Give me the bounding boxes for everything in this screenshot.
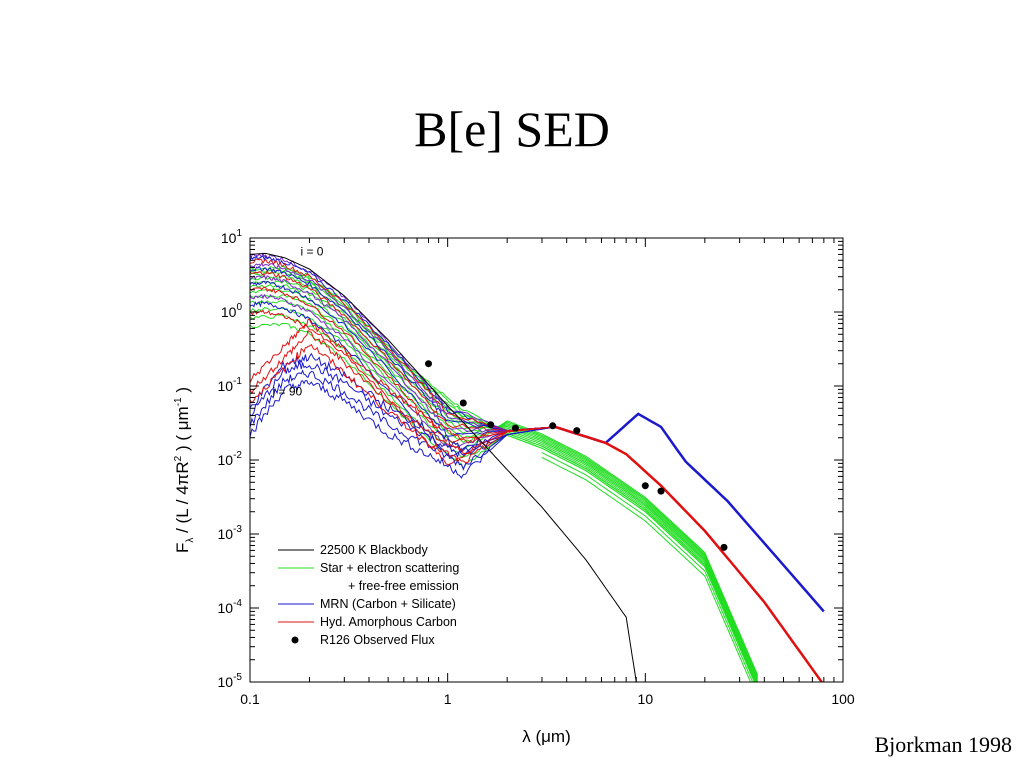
x-tick-label: 0.1 bbox=[240, 691, 260, 707]
slide-title: B[e] SED bbox=[414, 101, 610, 157]
axis-titles: λ (μm) Fλ / (L / 4πR2 ) ( μm-1 ) bbox=[173, 387, 571, 746]
model-curve-green bbox=[250, 299, 759, 677]
model-curve-green bbox=[250, 288, 759, 680]
annotation-label: i = 90 bbox=[273, 385, 303, 399]
series-green-ir bbox=[541, 452, 754, 682]
model-curve-hac bbox=[250, 329, 556, 455]
annotation-label: i = 0 bbox=[300, 245, 323, 259]
credit-text: Bjorkman 1998 bbox=[874, 732, 1013, 757]
model-curve-mrn bbox=[250, 380, 556, 479]
series-layer bbox=[250, 252, 825, 682]
x-tick-label: 1 bbox=[444, 691, 452, 707]
legend-label: MRN (Carbon + Silicate) bbox=[320, 597, 456, 611]
model-curve-mrn bbox=[250, 352, 556, 453]
y-tick-label: 10-3 bbox=[218, 524, 243, 542]
y-tick-label: 10-1 bbox=[218, 376, 243, 394]
observed-flux-point bbox=[459, 399, 467, 407]
x-tick-label: 10 bbox=[638, 691, 654, 707]
axis-ticks: 0.1 1 10 100 101 100 10-1 10-2 10-3 10-4 10-5 bbox=[218, 228, 855, 707]
model-curve-green bbox=[250, 294, 759, 678]
annotations: i = 0 i = 90 bbox=[273, 245, 324, 399]
legend: 22500 K Blackbody Star + electron scatter… bbox=[278, 543, 459, 647]
y-tick-label: 10-5 bbox=[218, 672, 243, 690]
model-curve-mrn bbox=[250, 369, 556, 471]
series-green-ir bbox=[541, 445, 756, 682]
legend-label: + free-free emission bbox=[348, 579, 459, 593]
y-tick-label: 10-2 bbox=[218, 450, 243, 468]
series-mrn-ir bbox=[554, 412, 825, 613]
observed-flux-point bbox=[573, 427, 581, 435]
series-hac-ir bbox=[554, 425, 823, 682]
legend-label: 22500 K Blackbody bbox=[320, 543, 428, 557]
series-green-ir bbox=[541, 457, 752, 682]
legend-marker bbox=[291, 636, 299, 644]
y-tick-label: 100 bbox=[221, 302, 243, 320]
x-axis-title: λ (μm) bbox=[522, 727, 571, 746]
y-tick-label: 101 bbox=[221, 228, 243, 246]
model-curve-hac bbox=[250, 343, 556, 464]
observed-flux-point bbox=[487, 421, 495, 429]
model-curve-family bbox=[250, 301, 606, 457]
model-curve-family bbox=[250, 265, 606, 444]
model-curve-hac bbox=[250, 318, 556, 444]
series-blackbody bbox=[250, 252, 637, 682]
observed-flux-point bbox=[425, 360, 432, 368]
legend-label: Star + electron scattering bbox=[320, 561, 459, 575]
y-tick-label: 10-4 bbox=[218, 598, 243, 616]
observed-flux-point bbox=[549, 422, 557, 430]
x-tick-label: 100 bbox=[831, 691, 855, 707]
observed-flux-point bbox=[511, 424, 519, 432]
legend-label: Hyd. Amorphous Carbon bbox=[320, 615, 457, 629]
legend-label: R126 Observed Flux bbox=[320, 633, 435, 647]
observed-flux-point bbox=[720, 543, 728, 551]
series-clip bbox=[250, 252, 825, 682]
observed-flux-point bbox=[657, 487, 665, 495]
model-curve-family bbox=[250, 309, 606, 466]
series-green-ir bbox=[541, 440, 759, 682]
y-axis-title: Fλ / (L / 4πR2 ) ( μm-1 ) bbox=[173, 387, 196, 553]
observed-flux-point bbox=[641, 482, 649, 490]
